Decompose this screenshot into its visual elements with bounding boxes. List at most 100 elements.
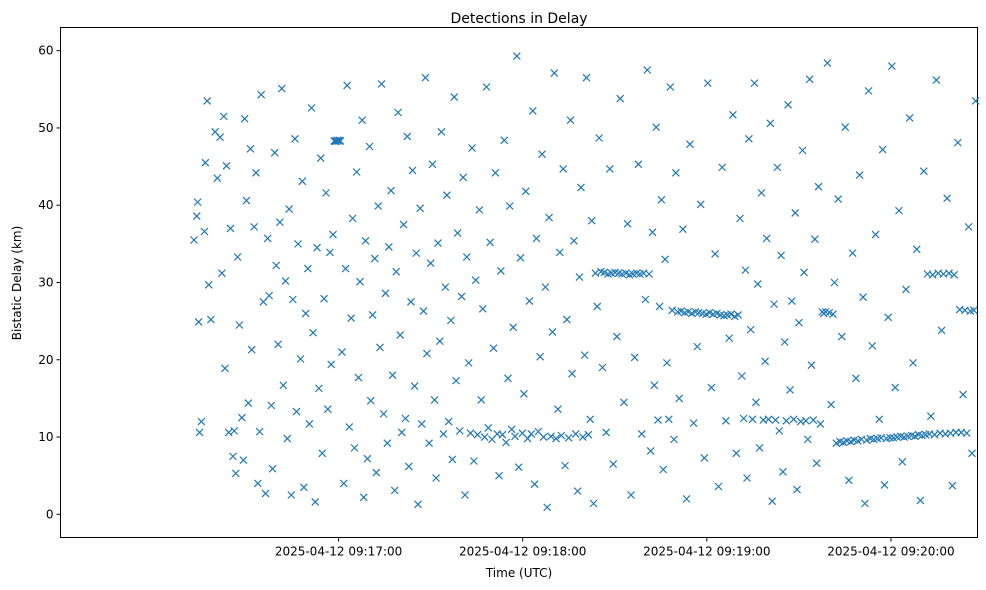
- data-point: [404, 462, 413, 471]
- data-point: [462, 253, 471, 261]
- chart-title: Detections in Delay: [450, 11, 587, 27]
- data-point: [307, 103, 316, 112]
- data-point: [532, 234, 541, 243]
- data-point: [578, 433, 587, 441]
- data-point: [753, 280, 762, 288]
- data-point: [605, 164, 614, 173]
- data-point: [827, 400, 836, 409]
- data-point: [475, 205, 484, 214]
- data-point: [728, 110, 737, 119]
- data-point: [661, 255, 670, 264]
- data-point: [329, 230, 337, 239]
- data-point: [548, 328, 557, 336]
- data-point: [314, 384, 323, 393]
- data-point: [643, 66, 652, 74]
- data-point: [222, 161, 231, 170]
- data-point: [356, 277, 364, 286]
- data-point: [775, 426, 784, 435]
- data-point: [912, 245, 921, 254]
- data-point: [326, 248, 334, 257]
- data-point: [441, 283, 450, 292]
- data-point: [523, 434, 532, 443]
- data-point: [461, 491, 469, 499]
- data-point: [652, 123, 661, 132]
- data-point: [288, 295, 297, 304]
- data-point: [195, 428, 204, 437]
- data-point: [425, 439, 434, 448]
- data-point: [305, 419, 314, 428]
- data-point: [377, 79, 386, 88]
- data-point: [554, 405, 562, 414]
- data-point: [246, 144, 255, 153]
- data-point: [791, 209, 800, 217]
- data-point: [557, 431, 566, 440]
- data-point: [595, 134, 604, 142]
- data-point: [905, 113, 914, 122]
- data-point: [368, 311, 377, 319]
- data-point: [495, 471, 503, 480]
- data-point: [224, 428, 233, 437]
- data-point: [768, 497, 777, 506]
- data-point: [528, 107, 537, 115]
- data-point: [502, 438, 511, 447]
- data-point: [837, 332, 846, 341]
- data-point: [507, 425, 516, 434]
- data-point: [272, 261, 281, 270]
- data-point: [703, 79, 712, 88]
- data-point: [964, 222, 973, 231]
- data-point: [779, 467, 787, 476]
- data-point: [868, 341, 877, 350]
- data-point: [416, 204, 425, 213]
- data-point: [727, 310, 735, 319]
- data-point: [261, 489, 270, 498]
- data-point: [844, 476, 853, 485]
- data-point: [886, 433, 894, 442]
- data-point: [446, 316, 455, 325]
- data-point: [384, 243, 393, 251]
- data-point: [755, 443, 764, 452]
- data-point: [928, 270, 937, 279]
- data-point: [496, 266, 505, 275]
- data-point: [396, 331, 405, 339]
- data-point: [242, 196, 251, 205]
- data-point: [734, 311, 743, 319]
- data-point: [812, 459, 821, 468]
- data-point: [525, 297, 534, 305]
- data-point: [623, 219, 632, 228]
- data-point: [231, 469, 240, 478]
- data-point: [512, 52, 521, 61]
- data-point: [480, 433, 489, 441]
- data-point: [452, 376, 461, 385]
- data-point: [841, 123, 850, 132]
- data-point: [587, 216, 596, 225]
- y-tick-label: 50: [38, 121, 53, 135]
- data-point: [823, 59, 832, 67]
- data-point: [521, 187, 530, 196]
- data-point: [439, 430, 448, 438]
- data-point: [265, 291, 274, 300]
- data-point: [498, 430, 507, 439]
- data-point: [387, 186, 395, 195]
- data-point: [240, 114, 249, 123]
- data-point: [361, 236, 370, 245]
- data-point: [657, 195, 666, 204]
- data-point: [593, 302, 602, 311]
- data-point: [887, 62, 896, 71]
- data-point: [403, 132, 412, 141]
- data-point: [294, 239, 302, 248]
- data-point: [737, 372, 746, 380]
- data-point: [423, 349, 431, 358]
- data-point: [909, 358, 917, 367]
- data-point: [283, 434, 292, 443]
- data-point: [277, 84, 286, 93]
- data-point: [379, 409, 388, 418]
- data-point: [564, 433, 573, 442]
- data-point: [744, 134, 753, 143]
- data-point: [693, 342, 702, 351]
- data-point: [718, 163, 727, 172]
- data-point: [197, 417, 206, 426]
- data-point: [484, 423, 493, 432]
- y-tick-label: 60: [38, 44, 53, 58]
- data-point: [609, 460, 618, 469]
- data-point: [919, 167, 928, 176]
